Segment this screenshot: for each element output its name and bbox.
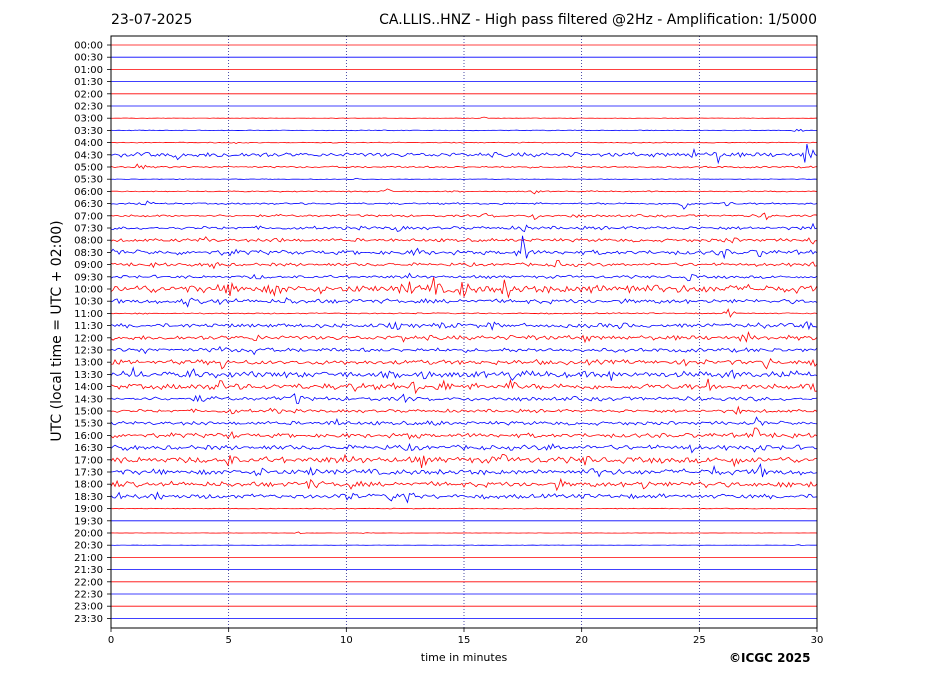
trace-0900 bbox=[110, 259, 818, 270]
y-tick-label: 08:00 bbox=[74, 236, 103, 247]
y-tick-label: 12:30 bbox=[74, 346, 103, 357]
trace-0400 bbox=[110, 141, 818, 145]
y-tick-label: 19:00 bbox=[74, 504, 103, 515]
trace-1600 bbox=[110, 427, 818, 440]
x-tick-label: 30 bbox=[811, 635, 824, 646]
y-tick-label: 09:30 bbox=[74, 272, 103, 283]
trace-1300 bbox=[110, 357, 818, 370]
trace-0300 bbox=[110, 116, 818, 120]
y-tick-label: 13:00 bbox=[74, 358, 103, 369]
chart-date: 23-07-2025 bbox=[111, 12, 193, 28]
plot-frame bbox=[110, 35, 818, 629]
trace-1100 bbox=[110, 308, 818, 318]
trace-0430 bbox=[110, 143, 818, 165]
trace-1730 bbox=[110, 462, 818, 478]
y-tick-label: 09:00 bbox=[74, 260, 103, 271]
y-tick-label: 23:30 bbox=[74, 614, 103, 625]
y-tick-label: 16:30 bbox=[74, 443, 103, 454]
trace-2030 bbox=[110, 544, 818, 546]
trace-1000 bbox=[110, 277, 818, 299]
y-tick-label: 05:00 bbox=[74, 163, 103, 174]
trace-1230 bbox=[110, 345, 818, 356]
y-tick-label: 21:30 bbox=[74, 565, 103, 576]
trace-1030 bbox=[110, 297, 818, 308]
y-tick-label: 04:00 bbox=[74, 138, 103, 149]
y-tick-label: 23:00 bbox=[74, 602, 103, 613]
x-tick-label: 25 bbox=[693, 635, 706, 646]
y-tick-label: 15:00 bbox=[74, 407, 103, 418]
y-tick-label: 07:00 bbox=[74, 211, 103, 222]
y-tick-label: 21:00 bbox=[74, 553, 103, 564]
y-tick-label: 03:00 bbox=[74, 114, 103, 125]
y-tick-label: 18:00 bbox=[74, 480, 103, 491]
trace-0700 bbox=[110, 212, 818, 221]
y-tick-label: 06:30 bbox=[74, 199, 103, 210]
trace-0830 bbox=[110, 235, 818, 260]
y-tick-label: 08:30 bbox=[74, 248, 103, 259]
y-tick-label: 15:30 bbox=[74, 419, 103, 430]
trace-0930 bbox=[110, 272, 818, 282]
trace-0730 bbox=[110, 222, 818, 233]
y-tick-label: 01:30 bbox=[74, 77, 103, 88]
y-tick-label: 20:30 bbox=[74, 541, 103, 552]
trace-0800 bbox=[110, 236, 818, 245]
x-tick-label: 20 bbox=[575, 635, 588, 646]
y-tick-label: 17:30 bbox=[74, 468, 103, 479]
y-tick-label: 01:00 bbox=[74, 65, 103, 76]
trace-1400 bbox=[110, 378, 818, 395]
y-tick-label: 00:00 bbox=[74, 41, 103, 52]
y-tick-label: 04:30 bbox=[74, 150, 103, 161]
trace-1500 bbox=[110, 405, 818, 415]
y-tick-label: 05:30 bbox=[74, 175, 103, 186]
y-tick-label: 00:30 bbox=[74, 53, 103, 64]
trace-2000 bbox=[111, 531, 818, 535]
y-tick-label: 22:00 bbox=[74, 577, 103, 588]
y-tick-label: 12:00 bbox=[74, 333, 103, 344]
x-tick-label: 10 bbox=[340, 635, 353, 646]
y-tick-label: 19:30 bbox=[74, 516, 103, 527]
trace-0330 bbox=[110, 128, 818, 132]
y-tick-label: 14:30 bbox=[74, 394, 103, 405]
trace-0500 bbox=[110, 163, 818, 170]
trace-1700 bbox=[110, 453, 818, 469]
y-tick-label: 02:30 bbox=[74, 102, 103, 113]
y-tick-label: 10:00 bbox=[74, 285, 103, 296]
trace-1630 bbox=[110, 442, 818, 454]
y-tick-label: 06:00 bbox=[74, 187, 103, 198]
x-tick-label: 5 bbox=[225, 635, 231, 646]
trace-1800 bbox=[110, 477, 818, 492]
y-tick-label: 20:00 bbox=[74, 529, 103, 540]
x-axis-label: time in minutes bbox=[420, 651, 508, 664]
trace-0600 bbox=[110, 188, 818, 195]
copyright-credit: ©ICGC 2025 bbox=[729, 651, 811, 665]
y-tick-label: 22:30 bbox=[74, 590, 103, 601]
y-tick-label: 10:30 bbox=[74, 297, 103, 308]
y-tick-label: 11:00 bbox=[74, 309, 103, 320]
trace-1530 bbox=[110, 416, 818, 426]
chart-title: CA.LLIS..HNZ - High pass filtered @2Hz -… bbox=[379, 12, 817, 28]
x-tick-label: 0 bbox=[108, 635, 114, 646]
y-tick-label: 18:30 bbox=[74, 492, 103, 503]
y-tick-label: 14:00 bbox=[74, 382, 103, 393]
trace-0630 bbox=[110, 200, 818, 210]
y-tick-label: 16:00 bbox=[74, 431, 103, 442]
y-tick-label: 02:00 bbox=[74, 89, 103, 100]
trace-1330 bbox=[110, 366, 818, 381]
y-tick-label: 17:00 bbox=[74, 455, 103, 466]
trace-0530 bbox=[110, 177, 818, 180]
trace-1130 bbox=[110, 320, 818, 331]
trace-1900 bbox=[110, 507, 818, 510]
trace-1430 bbox=[110, 393, 818, 404]
trace-1200 bbox=[110, 330, 818, 344]
y-tick-label: 07:30 bbox=[74, 224, 103, 235]
x-tick-label: 15 bbox=[458, 635, 471, 646]
y-tick-label: 03:30 bbox=[74, 126, 103, 137]
trace-1830 bbox=[110, 491, 818, 504]
y-tick-label: 13:30 bbox=[74, 370, 103, 381]
y-tick-label: 11:30 bbox=[74, 321, 103, 332]
